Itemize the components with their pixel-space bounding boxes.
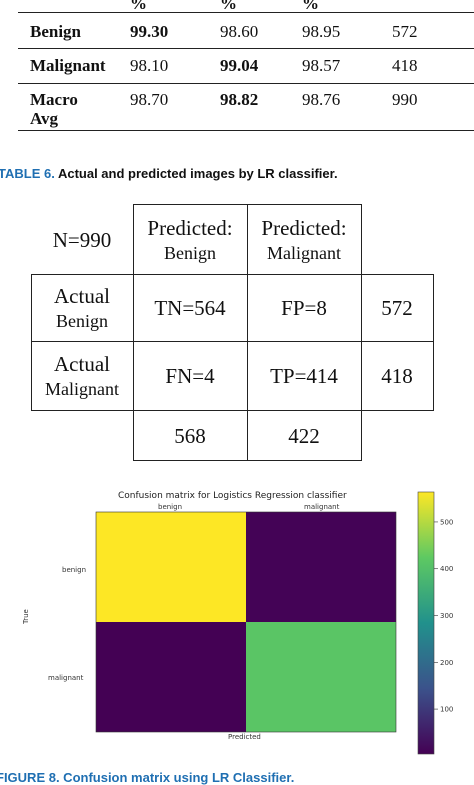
colorbar bbox=[417, 491, 435, 755]
grid-line bbox=[361, 410, 362, 460]
grid-line bbox=[133, 204, 362, 205]
header-line2: Benign bbox=[164, 243, 216, 264]
left-tick-malignant: malignant bbox=[48, 674, 84, 682]
unit-recall: % bbox=[220, 0, 237, 13]
colorbar-tick-label: 100 bbox=[440, 706, 453, 714]
grid-line bbox=[133, 410, 134, 460]
f1-value: 98.95 bbox=[302, 22, 341, 41]
header-rule bbox=[18, 12, 474, 13]
row-total-malignant: 418 bbox=[381, 364, 413, 388]
figure-caption: FIGURE 8. Confusion matrix using LR Clas… bbox=[0, 770, 295, 785]
colorbar-tick-label: 400 bbox=[440, 565, 453, 573]
recall-value: 99.04 bbox=[220, 56, 259, 75]
recall-value: 98.60 bbox=[220, 22, 259, 41]
grid-line bbox=[31, 274, 32, 410]
row-label: Macro Avg bbox=[30, 90, 78, 128]
header-predicted-malignant: Predicted: Malignant bbox=[247, 216, 361, 264]
row-total-benign: 572 bbox=[381, 296, 413, 320]
header-actual-benign: Actual Benign bbox=[31, 284, 133, 332]
cell-fn: FN=4 bbox=[165, 364, 215, 388]
header-predicted-benign: Predicted: Benign bbox=[133, 216, 247, 264]
support-value: 418 bbox=[392, 56, 418, 75]
cell-tp: TP=414 bbox=[270, 364, 338, 388]
top-tick-benign: benign bbox=[158, 503, 183, 511]
row-label: Malignant bbox=[30, 56, 106, 75]
header-line2: Malignant bbox=[45, 379, 119, 400]
precision-value: 98.10 bbox=[130, 56, 169, 75]
grid-line bbox=[133, 204, 134, 410]
header-line1: Predicted: bbox=[261, 216, 347, 240]
row-rule bbox=[18, 83, 474, 84]
grid-line bbox=[247, 410, 248, 460]
colorbar-tick-label: 200 bbox=[440, 659, 453, 667]
grid-line bbox=[31, 410, 434, 411]
grid-line bbox=[31, 274, 434, 275]
heatmap-cell-tp bbox=[246, 622, 396, 732]
col-total-malignant: 422 bbox=[288, 424, 320, 448]
support-value: 572 bbox=[392, 22, 418, 41]
unit-precision: % bbox=[130, 0, 147, 13]
grid-line bbox=[31, 341, 434, 342]
caption-text: Actual and predicted images by LR classi… bbox=[57, 166, 338, 181]
heatmap-cell-fp bbox=[246, 512, 396, 622]
colorbar-tick-label: 300 bbox=[440, 612, 453, 620]
header-line2: Benign bbox=[56, 311, 108, 332]
recall-value: 98.82 bbox=[220, 90, 259, 109]
row-label-line2: Avg bbox=[30, 109, 59, 128]
unit-f1: % bbox=[302, 0, 319, 13]
header-line1: Actual bbox=[54, 352, 110, 376]
chart-title: Confusion matrix for Logistics Regressio… bbox=[118, 491, 347, 501]
header-actual-malignant: Actual Malignant bbox=[31, 352, 133, 400]
header-line1: Predicted: bbox=[147, 216, 233, 240]
precision-value: 99.30 bbox=[130, 22, 169, 41]
left-tick-benign: benign bbox=[62, 566, 87, 574]
header-line2: Malignant bbox=[267, 243, 341, 264]
grid-line bbox=[247, 204, 248, 410]
heatmap-cell-tn bbox=[96, 512, 246, 622]
grid-line bbox=[433, 274, 434, 410]
row-rule bbox=[18, 48, 474, 49]
col-total-benign: 568 bbox=[174, 424, 206, 448]
top-tick-malignant: malignant bbox=[304, 503, 340, 511]
table-bottom-rule bbox=[18, 130, 474, 131]
corner-cell: N=990 bbox=[52, 228, 112, 252]
grid-line bbox=[133, 460, 362, 461]
caption-label: TABLE 6. bbox=[0, 166, 55, 181]
cell-tn: TN=564 bbox=[154, 296, 226, 320]
grid-line bbox=[361, 204, 362, 410]
colorbar-tick-label: 500 bbox=[440, 518, 453, 526]
support-value: 990 bbox=[392, 90, 418, 109]
f1-value: 98.57 bbox=[302, 56, 341, 75]
header-line1: Actual bbox=[54, 284, 110, 308]
heatmap-border bbox=[95, 511, 397, 733]
cell-fp: FP=8 bbox=[281, 296, 327, 320]
f1-value: 98.76 bbox=[302, 90, 341, 109]
heatmap-cell-fn bbox=[96, 622, 246, 732]
precision-value: 98.70 bbox=[130, 90, 169, 109]
row-label: Benign bbox=[30, 22, 82, 41]
table-caption: TABLE 6. Actual and predicted images by … bbox=[0, 166, 338, 181]
row-label-line1: Macro bbox=[30, 90, 78, 109]
x-axis-label: Predicted bbox=[228, 733, 261, 741]
